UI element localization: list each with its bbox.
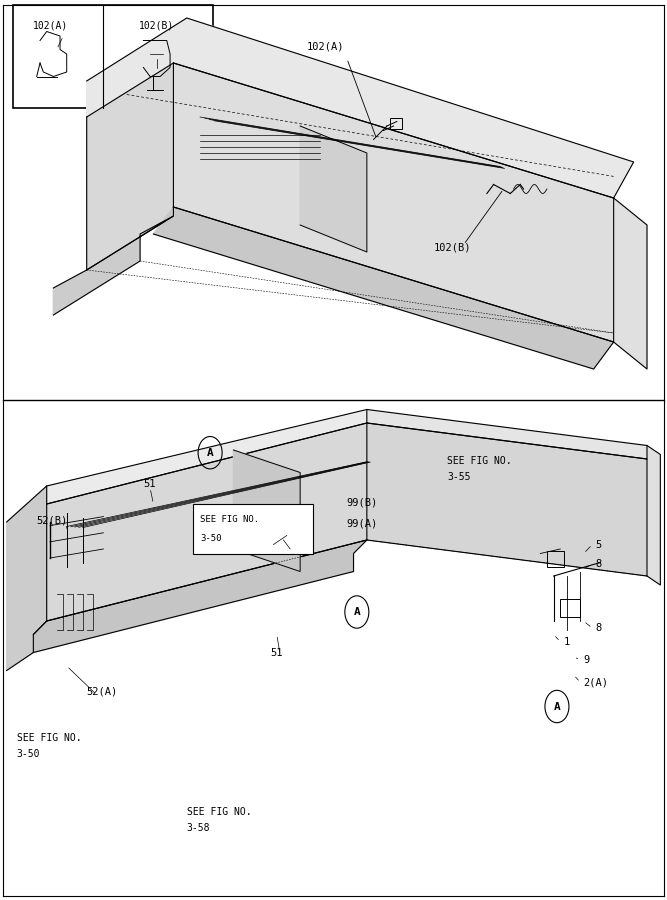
Text: A: A — [207, 447, 213, 458]
Text: 51: 51 — [143, 479, 156, 490]
Bar — [13, 4, 213, 108]
Polygon shape — [33, 540, 367, 652]
Text: A: A — [554, 701, 560, 712]
Text: 99(A): 99(A) — [347, 518, 378, 529]
Text: SEE FIG NO.: SEE FIG NO. — [447, 455, 512, 466]
Text: 52(A): 52(A) — [87, 686, 118, 697]
Text: SEE FIG NO.: SEE FIG NO. — [17, 733, 81, 743]
Text: 51: 51 — [270, 647, 283, 658]
Text: SEE FIG NO.: SEE FIG NO. — [187, 806, 251, 817]
Text: 102(B): 102(B) — [139, 21, 174, 31]
Polygon shape — [367, 410, 647, 459]
Polygon shape — [7, 486, 47, 670]
Text: 5: 5 — [596, 539, 602, 550]
Text: 3-55: 3-55 — [447, 472, 470, 482]
Text: 3-50: 3-50 — [200, 534, 221, 543]
Bar — [193, 504, 313, 554]
Polygon shape — [614, 198, 647, 369]
Polygon shape — [47, 410, 367, 504]
Polygon shape — [53, 216, 173, 315]
Bar — [547, 551, 564, 567]
Polygon shape — [87, 63, 173, 270]
Text: 3-50: 3-50 — [17, 749, 40, 760]
Polygon shape — [647, 446, 660, 585]
Polygon shape — [47, 423, 367, 621]
Text: 99(B): 99(B) — [347, 497, 378, 508]
Text: 8: 8 — [596, 623, 602, 634]
Text: 52(B): 52(B) — [37, 515, 68, 526]
Polygon shape — [87, 18, 634, 198]
Text: 102(A): 102(A) — [33, 21, 67, 31]
Polygon shape — [300, 126, 367, 252]
Text: 1: 1 — [564, 636, 570, 647]
Text: A: A — [354, 607, 360, 617]
Text: 9: 9 — [584, 654, 590, 665]
Polygon shape — [173, 63, 614, 342]
Text: SEE FIG NO.: SEE FIG NO. — [200, 515, 259, 524]
Polygon shape — [367, 423, 647, 576]
Text: 3-58: 3-58 — [187, 823, 210, 833]
Polygon shape — [233, 450, 300, 572]
Text: 102(A): 102(A) — [307, 41, 344, 52]
Text: 2(A): 2(A) — [584, 677, 608, 688]
Text: 102(B): 102(B) — [434, 242, 471, 253]
Text: 8: 8 — [596, 559, 602, 570]
Bar — [560, 598, 580, 616]
Bar — [390, 118, 402, 129]
Polygon shape — [153, 207, 614, 369]
